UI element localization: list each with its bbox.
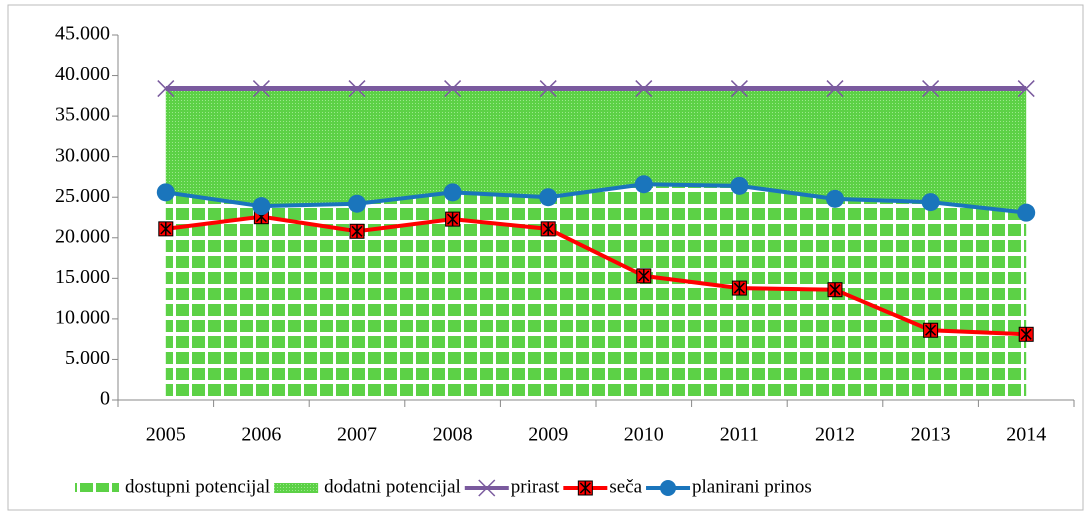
legend-label: planirani prinos (692, 476, 812, 497)
legend-swatch (75, 483, 119, 493)
y-tick-label: 45.000 (55, 23, 110, 45)
marker (252, 197, 271, 216)
x-tick-label: 2008 (433, 424, 473, 446)
x-tick-label: 2014 (1006, 424, 1046, 446)
x-tick-label: 2012 (815, 424, 855, 446)
x-tick-label: 2009 (528, 424, 568, 446)
y-tick-label: 5.000 (65, 347, 110, 369)
x-tick-label: 2011 (720, 424, 759, 446)
legend-label: prirast (511, 476, 560, 497)
marker (1017, 203, 1036, 222)
marker (730, 80, 748, 98)
marker (539, 80, 557, 98)
y-tick-label: 0 (100, 388, 110, 410)
marker (348, 194, 366, 213)
x-tick-label: 2013 (911, 424, 951, 446)
area (165, 184, 1027, 400)
marker (636, 268, 652, 284)
marker (157, 80, 175, 98)
x-tick-label: 2006 (241, 424, 281, 446)
marker (827, 282, 843, 298)
legend-item: prirast (464, 476, 560, 497)
marker (540, 221, 556, 237)
x-tick-label: 2007 (337, 424, 377, 446)
marker (1017, 80, 1035, 98)
marker (445, 211, 461, 227)
marker (444, 80, 462, 98)
y-tick-label: 35.000 (55, 104, 110, 126)
marker (634, 175, 653, 194)
marker-cross (447, 212, 459, 227)
marker (826, 189, 844, 208)
legend-item: seča (563, 476, 643, 497)
marker (349, 223, 365, 239)
x-tick-label: 2005 (146, 424, 186, 446)
marker-cross (1020, 327, 1032, 342)
legend-label: seča (609, 476, 642, 497)
legend-label: dostupni potencijal (125, 476, 270, 497)
marker-cross (351, 224, 363, 239)
legend-item: dodatni potencijal (274, 476, 461, 497)
marker (156, 183, 175, 202)
marker (635, 80, 653, 98)
y-tick-label: 20.000 (55, 225, 110, 247)
area (165, 88, 1027, 213)
marker-cross (733, 281, 745, 296)
line (165, 214, 1027, 337)
legend-marker-cross (579, 481, 591, 495)
y-tick-label: 40.000 (55, 63, 110, 85)
legend-item: dostupni potencijal (75, 476, 270, 497)
marker (923, 322, 939, 338)
marker (1018, 326, 1034, 342)
legend-item: planirani prinos (646, 476, 812, 497)
y-tick-label: 25.000 (55, 185, 110, 207)
x-tick-label: 2010 (624, 424, 664, 446)
marker-cross (160, 221, 172, 236)
y-tick-label: 15.000 (55, 266, 110, 288)
marker-cross (925, 323, 937, 338)
line (165, 182, 1027, 215)
legend-swatch (274, 483, 319, 493)
marker (443, 183, 462, 202)
marker (158, 221, 174, 237)
marker (539, 188, 558, 207)
legend-marker (660, 480, 677, 496)
marker-cross (829, 282, 841, 297)
marker (730, 176, 749, 195)
marker (826, 80, 844, 98)
marker (731, 280, 747, 296)
marker-cross (638, 268, 650, 283)
marker-cross (542, 221, 554, 236)
marker (252, 80, 270, 98)
y-tick-label: 30.000 (55, 144, 110, 166)
y-tick-label: 10.000 (55, 306, 110, 328)
marker (921, 193, 940, 212)
legend-label: dodatni potencijal (324, 476, 461, 497)
marker (348, 80, 366, 98)
marker (922, 80, 940, 98)
legend-marker (478, 479, 496, 497)
